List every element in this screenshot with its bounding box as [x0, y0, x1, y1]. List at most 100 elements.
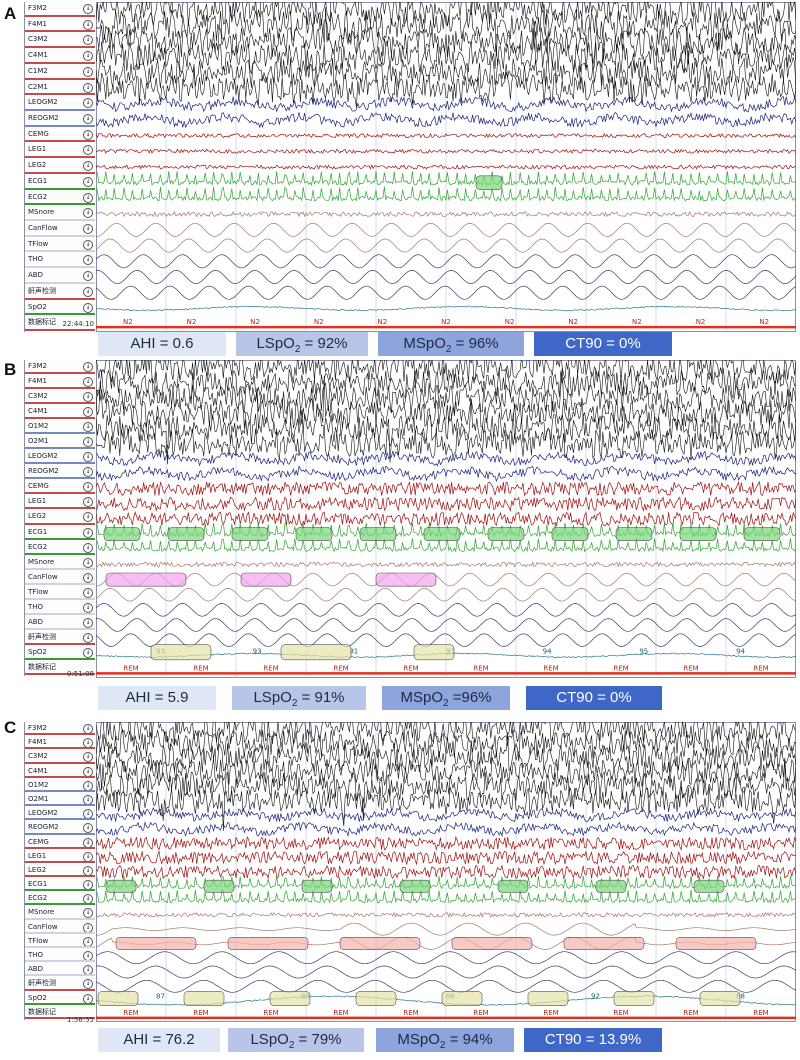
channel-settings-icon[interactable]: ↓ [83, 19, 93, 30]
channel-label[interactable]: MSnore ↓ [25, 555, 95, 570]
channel-settings-icon[interactable]: ↓ [83, 497, 93, 508]
channel-label[interactable]: THO ↓ [25, 253, 95, 269]
channel-label[interactable]: ABD ↓ [25, 963, 95, 977]
channel-label[interactable]: LEOGM2 ↓ [25, 807, 95, 821]
channel-settings-icon[interactable]: ↓ [83, 51, 93, 62]
channel-settings-icon[interactable]: ↓ [83, 632, 93, 643]
channel-settings-icon[interactable]: ↓ [83, 823, 93, 833]
channel-settings-icon[interactable]: ↓ [83, 437, 93, 448]
channel-label[interactable]: LEG2 ↓ [25, 159, 95, 174]
channel-label[interactable]: LEG2 ↓ [25, 510, 95, 525]
channel-label[interactable]: SpO2 ↓ [25, 300, 95, 316]
channel-label[interactable]: F4M1 ↓ [25, 736, 95, 750]
channel-settings-icon[interactable]: ↓ [83, 965, 93, 975]
channel-settings-icon[interactable]: ↓ [83, 286, 93, 297]
channel-settings-icon[interactable]: ↓ [83, 467, 93, 478]
channel-settings-icon[interactable]: ↓ [83, 557, 93, 568]
channel-label[interactable]: C1M2 ↓ [25, 64, 95, 80]
channel-settings-icon[interactable]: ↓ [83, 752, 93, 762]
channel-label[interactable]: THO ↓ [25, 949, 95, 963]
channel-settings-icon[interactable]: ↓ [83, 936, 93, 947]
channel-settings-icon[interactable]: ↓ [83, 422, 93, 433]
channel-label[interactable]: CEMG ↓ [25, 835, 95, 849]
channel-settings-icon[interactable]: ↓ [83, 192, 93, 203]
channel-label[interactable]: TFlow ↓ [25, 934, 95, 949]
channel-settings-icon[interactable]: ↓ [83, 271, 93, 282]
channel-label[interactable]: SpO2 ↓ [25, 991, 95, 1005]
channel-settings-icon[interactable]: ↓ [83, 993, 93, 1003]
channel-label[interactable]: SpO2 ↓ [25, 645, 95, 660]
channel-settings-icon[interactable]: ↓ [83, 587, 93, 598]
channel-label[interactable]: C2M1 ↓ [25, 80, 95, 96]
channel-settings-icon[interactable]: ↓ [83, 377, 93, 388]
channel-label[interactable]: C4M1 ↓ [25, 405, 95, 420]
channel-settings-icon[interactable]: ↓ [83, 362, 93, 372]
channel-settings-icon[interactable]: ↓ [83, 766, 93, 776]
channel-label[interactable]: LEG2 ↓ [25, 863, 95, 878]
channel-settings-icon[interactable]: ↓ [83, 780, 93, 790]
channel-label[interactable]: F4M1 ↓ [25, 17, 95, 33]
channel-label[interactable]: C3M2 ↓ [25, 33, 95, 49]
channel-settings-icon[interactable]: ↓ [83, 951, 93, 961]
channel-settings-icon[interactable]: ↓ [83, 35, 93, 46]
channel-settings-icon[interactable]: ↓ [83, 809, 93, 819]
channel-settings-icon[interactable]: ↓ [83, 392, 93, 403]
channel-settings-icon[interactable]: ↓ [83, 452, 93, 463]
channel-label[interactable]: CanFlow ↓ [25, 570, 95, 585]
channel-settings-icon[interactable]: ↓ [83, 880, 93, 890]
channel-label[interactable]: C4M1 ↓ [25, 49, 95, 64]
channel-label[interactable]: LEOGM2 ↓ [25, 96, 95, 111]
channel-label[interactable]: ABD ↓ [25, 615, 95, 630]
channel-settings-icon[interactable]: ↓ [83, 255, 93, 266]
channel-settings-icon[interactable]: ↓ [83, 979, 93, 989]
channel-label[interactable]: ECG1 ↓ [25, 174, 95, 190]
channel-label[interactable]: TFlow ↓ [25, 237, 95, 253]
channel-label[interactable]: F3M2 ↓ [25, 2, 95, 17]
channel-settings-icon[interactable]: ↓ [83, 647, 93, 658]
channel-label[interactable]: ECG2 ↓ [25, 892, 95, 906]
channel-settings-icon[interactable]: ↓ [83, 224, 93, 234]
channel-settings-icon[interactable]: ↓ [83, 724, 93, 734]
channel-settings-icon[interactable]: ↓ [83, 572, 93, 583]
channel-settings-icon[interactable]: ↓ [83, 794, 93, 805]
channel-label[interactable]: F3M2 ↓ [25, 360, 95, 375]
channel-label[interactable]: ECG2 ↓ [25, 190, 95, 206]
channel-label[interactable]: CEMG ↓ [25, 127, 95, 143]
channel-label[interactable]: TFlow ↓ [25, 585, 95, 600]
channel-label[interactable]: MSnore ↓ [25, 906, 95, 920]
channel-settings-icon[interactable]: ↓ [83, 302, 93, 313]
channel-settings-icon[interactable]: ↓ [83, 4, 93, 14]
channel-label[interactable]: ECG2 ↓ [25, 540, 95, 555]
channel-label[interactable]: 数据标记 [25, 1005, 95, 1019]
channel-settings-icon[interactable]: ↓ [83, 66, 93, 77]
channel-label[interactable]: C3M2 ↓ [25, 750, 95, 764]
channel-label[interactable]: 数据标记 [25, 660, 95, 675]
channel-settings-icon[interactable]: ↓ [83, 527, 93, 538]
channel-label[interactable]: LEG1 ↓ [25, 495, 95, 510]
channel-label[interactable]: CanFlow ↓ [25, 222, 95, 237]
channel-settings-icon[interactable]: ↓ [83, 512, 93, 523]
channel-label[interactable]: LEG1 ↓ [25, 849, 95, 863]
channel-label[interactable]: F3M2 ↓ [25, 722, 95, 736]
channel-settings-icon[interactable]: ↓ [83, 602, 93, 613]
channel-settings-icon[interactable]: ↓ [83, 82, 93, 93]
channel-label[interactable]: LEG1 ↓ [25, 143, 95, 159]
channel-settings-icon[interactable]: ↓ [83, 208, 93, 219]
channel-label[interactable]: CanFlow ↓ [25, 920, 95, 934]
channel-label[interactable]: O1M2 ↓ [25, 778, 95, 792]
channel-label[interactable]: LEOGM2 ↓ [25, 450, 95, 465]
channel-label[interactable]: C3M2 ↓ [25, 390, 95, 405]
channel-label[interactable]: ABD ↓ [25, 269, 95, 284]
channel-settings-icon[interactable]: ↓ [83, 894, 93, 904]
channel-settings-icon[interactable]: ↓ [83, 114, 93, 124]
channel-settings-icon[interactable]: ↓ [83, 738, 93, 748]
channel-settings-icon[interactable]: ↓ [83, 482, 93, 493]
channel-settings-icon[interactable]: ↓ [83, 145, 93, 156]
channel-settings-icon[interactable]: ↓ [83, 617, 93, 628]
channel-label[interactable]: REOGM2 ↓ [25, 821, 95, 835]
channel-settings-icon[interactable]: ↓ [83, 176, 93, 187]
channel-label[interactable]: MSnore ↓ [25, 206, 95, 221]
channel-label[interactable]: 鼾声检测 ↓ [25, 977, 95, 991]
channel-settings-icon[interactable]: ↓ [83, 161, 93, 172]
channel-settings-icon[interactable]: ↓ [83, 908, 93, 918]
